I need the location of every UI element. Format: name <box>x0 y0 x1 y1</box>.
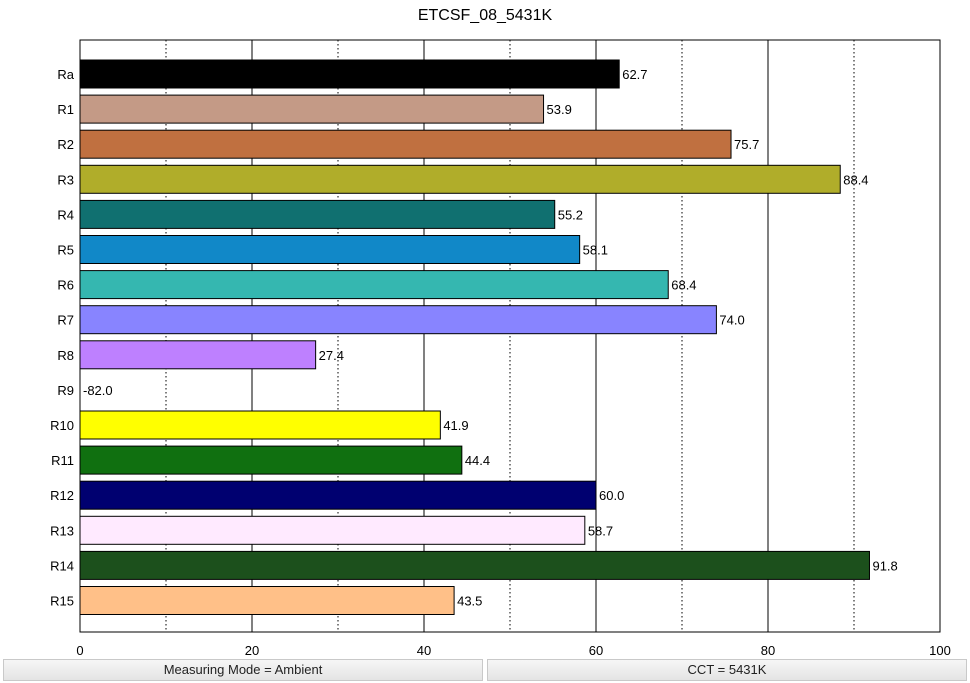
value-label: 55.2 <box>558 207 583 222</box>
category-label: R12 <box>50 488 74 503</box>
category-label: R7 <box>57 313 74 328</box>
bar <box>79 94 545 124</box>
category-label: R10 <box>50 418 74 433</box>
value-labels: 62.7 53.9 75.7 88.4 55.2 58.1 68.4 74.0 27.4 -82.… <box>83 67 898 609</box>
bar <box>79 59 620 89</box>
value-label: 75.7 <box>734 137 759 152</box>
value-label: 41.9 <box>443 418 468 433</box>
bar <box>79 305 717 335</box>
category-label: R5 <box>57 243 74 258</box>
x-tick-labels: 0 20 40 60 80 100 <box>76 643 950 658</box>
bars <box>79 59 870 615</box>
bar <box>79 586 455 615</box>
value-label: 88.4 <box>843 172 868 187</box>
category-label: R2 <box>57 137 74 152</box>
category-labels: Ra R1 R2 R3 R4 R5 R6 R7 R8 R9 R10 R11 R12 R13 R14 R15 <box>50 67 75 609</box>
x-tick-label: 60 <box>589 643 603 658</box>
value-label: 74.0 <box>719 313 744 328</box>
value-label: 27.4 <box>319 348 344 363</box>
value-label: 58.7 <box>588 523 613 538</box>
bar <box>79 445 463 475</box>
category-label: R13 <box>50 523 74 538</box>
category-label: R6 <box>57 278 74 293</box>
bar <box>79 270 669 300</box>
category-label: R4 <box>57 207 74 222</box>
bar <box>79 480 597 510</box>
x-tick-label: 0 <box>76 643 83 658</box>
bar <box>79 199 556 229</box>
value-label: 44.4 <box>465 453 490 468</box>
value-label: 91.8 <box>872 558 897 573</box>
bar <box>79 550 870 580</box>
value-label: 62.7 <box>622 67 647 82</box>
category-label: R3 <box>57 172 74 187</box>
bar <box>79 129 732 159</box>
category-label: R15 <box>50 594 74 609</box>
x-tick-label: 20 <box>245 643 259 658</box>
value-label: 58.1 <box>583 243 608 258</box>
category-label: R1 <box>57 102 74 117</box>
chart-title: ETCSF_08_5431K <box>417 7 553 24</box>
cct-status: CCT = 5431K <box>487 659 967 681</box>
measuring-mode-status: Measuring Mode = Ambient <box>3 659 483 681</box>
bar <box>79 410 441 440</box>
category-label: R8 <box>57 348 74 363</box>
bar <box>79 340 317 370</box>
category-label: R11 <box>51 453 74 468</box>
value-label: -82.0 <box>83 383 113 398</box>
x-tick-label: 100 <box>929 643 951 658</box>
value-label: 60.0 <box>599 488 624 503</box>
bar <box>79 235 581 264</box>
bar <box>79 164 841 194</box>
value-label: 53.9 <box>547 102 572 117</box>
value-label: 68.4 <box>671 278 696 293</box>
category-label: Ra <box>57 67 74 82</box>
category-label: R9 <box>57 383 74 398</box>
x-tick-label: 80 <box>761 643 775 658</box>
category-label: R14 <box>50 558 74 573</box>
x-tick-label: 40 <box>417 643 431 658</box>
bar <box>79 515 586 545</box>
value-label: 43.5 <box>457 594 482 609</box>
plot-frame <box>79 39 941 633</box>
